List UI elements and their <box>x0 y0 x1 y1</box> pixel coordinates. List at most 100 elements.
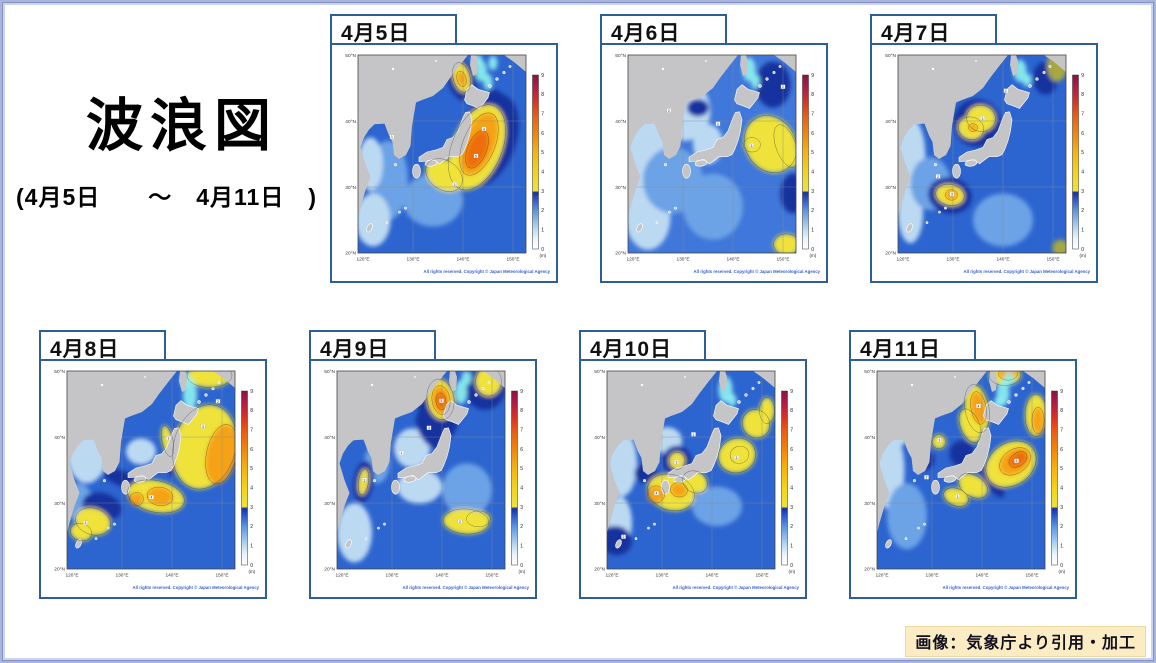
svg-text:2: 2 <box>1060 524 1063 530</box>
svg-text:3: 3 <box>676 460 678 464</box>
svg-text:3: 3 <box>168 437 170 441</box>
date-range-subtitle: (4月5日 ～ 4月11日 ) <box>16 184 318 210</box>
svg-text:120°E: 120°E <box>875 573 888 579</box>
svg-text:8: 8 <box>790 408 793 414</box>
copyright-text: All rights reserved. Copyright © Japan M… <box>943 585 1070 590</box>
svg-text:2: 2 <box>811 208 814 214</box>
svg-text:20°N: 20°N <box>345 251 356 257</box>
copyright-text: All rights reserved. Copyright © Japan M… <box>424 269 551 274</box>
svg-text:3: 3 <box>736 456 738 460</box>
svg-text:2: 2 <box>623 535 625 539</box>
svg-text:8: 8 <box>811 92 814 98</box>
svg-text:120°E: 120°E <box>65 573 78 579</box>
svg-text:4: 4 <box>483 127 485 131</box>
svg-text:5: 5 <box>475 154 477 158</box>
svg-text:2: 2 <box>926 476 928 480</box>
wave-height-map: 3 3 4 3 2 50°N 40°N 30°N 20°N 120°E 130°E 140°E 150°… <box>39 359 267 599</box>
date-label: 4月11日 <box>849 330 976 361</box>
svg-text:6: 6 <box>250 447 253 453</box>
wave-height-map: 4 3 5 3 2 50°N 40°N 30°N 20°N 120°E 130°E 140°E 150°… <box>849 359 1077 599</box>
svg-text:5: 5 <box>441 399 443 403</box>
svg-text:(m): (m) <box>810 253 817 258</box>
svg-text:6: 6 <box>1081 131 1084 137</box>
svg-text:8: 8 <box>541 92 544 98</box>
svg-text:3: 3 <box>85 521 87 525</box>
svg-text:30°N: 30°N <box>885 185 896 191</box>
svg-text:0: 0 <box>520 563 523 569</box>
svg-text:4: 4 <box>811 169 814 175</box>
svg-text:9: 9 <box>520 389 523 395</box>
svg-text:0: 0 <box>250 563 253 569</box>
svg-text:8: 8 <box>1081 92 1084 98</box>
svg-text:30°N: 30°N <box>345 185 356 191</box>
svg-text:2: 2 <box>782 85 784 89</box>
svg-text:140°E: 140°E <box>456 257 469 263</box>
svg-text:3: 3 <box>1060 505 1063 511</box>
svg-text:4: 4 <box>1081 169 1084 175</box>
svg-text:140°E: 140°E <box>165 573 178 579</box>
wave-map-panel: 4月9日 5 3 3 2 1 50°N 40°N 30°N 20°N 120°E 130°E 140°E… <box>309 330 537 599</box>
svg-text:1: 1 <box>790 543 793 549</box>
svg-text:1: 1 <box>520 543 523 549</box>
svg-text:3: 3 <box>520 505 523 511</box>
svg-text:(m): (m) <box>249 569 256 574</box>
svg-text:50°N: 50°N <box>54 369 65 375</box>
svg-text:150°E: 150°E <box>506 257 519 263</box>
svg-text:3: 3 <box>951 193 953 197</box>
svg-text:5: 5 <box>250 466 253 472</box>
svg-text:50°N: 50°N <box>885 53 896 59</box>
svg-text:9: 9 <box>811 73 814 79</box>
svg-text:20°N: 20°N <box>54 567 65 573</box>
svg-text:6: 6 <box>541 131 544 137</box>
svg-text:3: 3 <box>811 189 814 195</box>
svg-text:(m): (m) <box>540 253 547 258</box>
svg-text:3: 3 <box>939 439 941 443</box>
svg-text:5: 5 <box>1060 466 1063 472</box>
svg-text:0: 0 <box>790 563 793 569</box>
svg-text:7: 7 <box>541 111 544 117</box>
svg-text:1: 1 <box>1081 227 1084 233</box>
svg-text:7: 7 <box>520 427 523 433</box>
wave-height-map: 3 4 3 2 1 50°N 40°N 30°N 20°N 120°E 130°E 140°E 150°… <box>579 359 807 599</box>
svg-text:20°N: 20°N <box>615 251 626 257</box>
svg-text:3: 3 <box>364 478 366 482</box>
svg-text:2: 2 <box>937 175 939 179</box>
wave-height-map: 4 5 3 1 50°N 40°N 30°N 20°N 120°E 130°E 140°E 150°E… <box>330 43 558 283</box>
svg-text:9: 9 <box>1060 389 1063 395</box>
svg-text:0: 0 <box>1081 247 1084 253</box>
svg-text:140°E: 140°E <box>705 573 718 579</box>
svg-text:6: 6 <box>790 447 793 453</box>
svg-text:5: 5 <box>811 150 814 156</box>
svg-text:130°E: 130°E <box>925 573 938 579</box>
svg-text:2: 2 <box>541 208 544 214</box>
svg-text:20°N: 20°N <box>594 567 605 573</box>
svg-text:9: 9 <box>250 389 253 395</box>
svg-text:4: 4 <box>250 485 253 491</box>
svg-text:40°N: 40°N <box>885 119 896 125</box>
wave-height-map: 2 1 3 2 50°N 40°N 30°N 20°N 120°E 130°E 140°E 150°E… <box>600 43 828 283</box>
svg-text:30°N: 30°N <box>864 501 875 507</box>
svg-text:1: 1 <box>1005 89 1007 93</box>
page-title: 波浪図 <box>86 94 278 158</box>
svg-text:150°E: 150°E <box>1025 573 1038 579</box>
svg-text:140°E: 140°E <box>726 257 739 263</box>
svg-text:4: 4 <box>520 485 523 491</box>
wave-map-panel: 4月7日 3 3 2 1 50°N 40°N 30°N 20°N 120°E 130°E 140°E 1… <box>870 14 1098 283</box>
svg-text:(m): (m) <box>789 569 796 574</box>
svg-text:(m): (m) <box>1080 253 1087 258</box>
svg-text:2: 2 <box>1081 208 1084 214</box>
svg-text:7: 7 <box>1060 427 1063 433</box>
svg-text:130°E: 130°E <box>115 573 128 579</box>
svg-text:40°N: 40°N <box>615 119 626 125</box>
svg-text:140°E: 140°E <box>435 573 448 579</box>
svg-text:4: 4 <box>1060 485 1063 491</box>
svg-text:40°N: 40°N <box>324 435 335 441</box>
svg-text:120°E: 120°E <box>335 573 348 579</box>
svg-text:20°N: 20°N <box>324 567 335 573</box>
image-source-attribution: 画像：気象庁より引用・加工 <box>905 626 1146 657</box>
svg-text:5: 5 <box>520 466 523 472</box>
